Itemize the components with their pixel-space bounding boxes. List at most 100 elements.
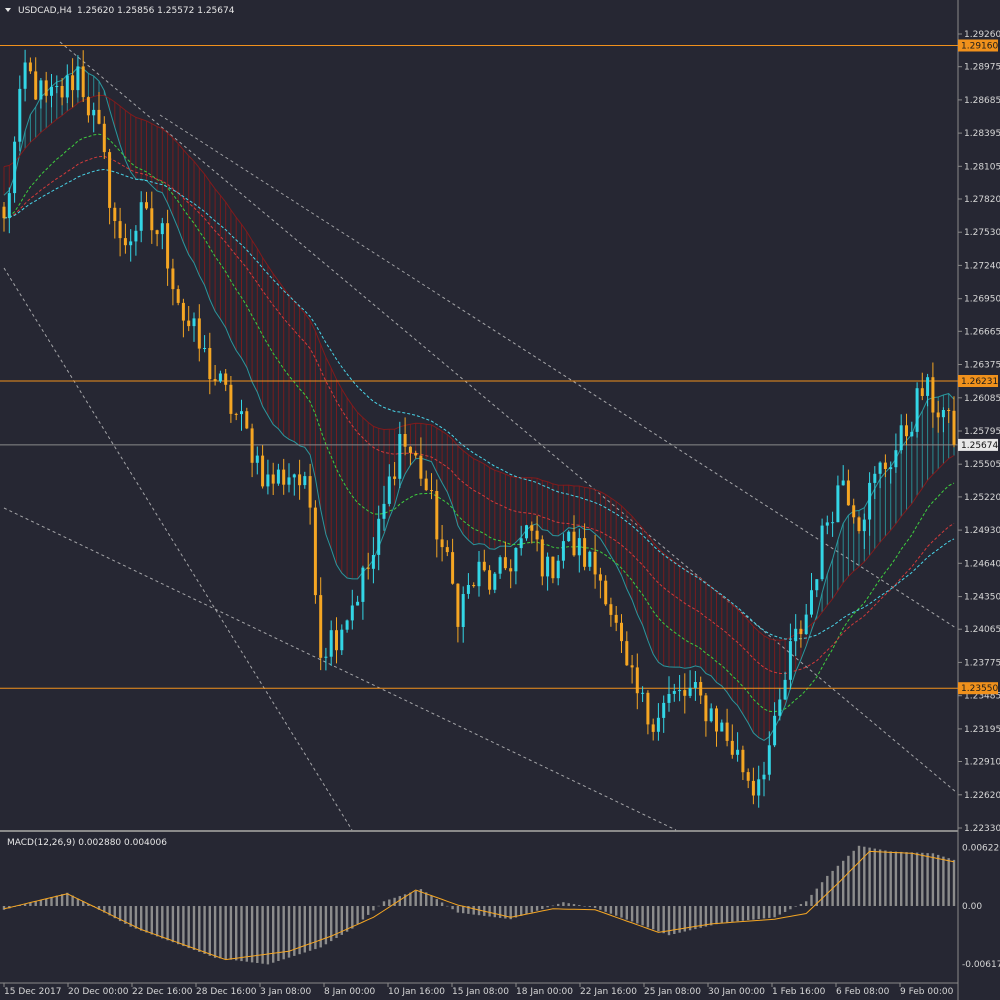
candle-body: [493, 573, 497, 590]
macd-bar: [820, 882, 824, 906]
candle-body: [44, 80, 48, 96]
price-tick-label: 1.28395: [964, 129, 1000, 139]
candle-body: [276, 469, 280, 484]
macd-bar: [541, 906, 544, 909]
time-axis[interactable]: 15 Dec 2017 20 Dec 00:00 22 Dec 16:00 28 De…: [3, 983, 954, 997]
macd-bar: [762, 906, 766, 919]
macd-bar: [562, 902, 565, 906]
candle-body: [129, 241, 133, 246]
candle-body: [160, 223, 164, 235]
candle-body: [298, 474, 302, 486]
macd-bar: [857, 845, 861, 906]
price-tick-label: 1.22620: [964, 791, 1000, 801]
candle-body: [187, 320, 191, 327]
time-tick-label: 22 Jan 16:00: [580, 987, 637, 997]
candle-body: [261, 455, 265, 487]
macd-bar: [171, 906, 175, 943]
candle-body: [13, 141, 17, 194]
macd-bar: [129, 906, 132, 927]
price-axis[interactable]: 1.29260 1.28975 1.28685 1.28395 1.28105 1.278…: [958, 30, 1000, 970]
macd-bar: [715, 906, 718, 925]
candle-body: [868, 482, 872, 520]
candle-body: [583, 538, 587, 567]
candle-body: [625, 641, 629, 666]
macd-bar: [894, 851, 898, 906]
candle-body: [250, 428, 254, 463]
macd-bar: [646, 906, 650, 928]
channel-line[interactable]: [159, 114, 957, 629]
candle-body: [218, 373, 222, 382]
candle-body: [509, 568, 513, 572]
macd-bar: [55, 895, 58, 906]
candle-body: [145, 202, 148, 209]
macd-bar: [557, 903, 560, 906]
candle-body: [213, 379, 217, 382]
candle-body: [794, 628, 798, 642]
macd-bar: [952, 859, 956, 906]
price-tick-label: 1.29260: [964, 30, 1000, 40]
candle-body: [393, 476, 397, 479]
candle-body: [651, 724, 655, 732]
macd-bar: [947, 858, 950, 906]
macd-bar: [884, 850, 887, 906]
macd-bar: [467, 906, 470, 914]
price-tag[interactable]: [958, 682, 998, 695]
candle-body: [656, 717, 660, 732]
candle-body: [941, 410, 945, 418]
macd-bar: [731, 906, 734, 922]
candle-body: [635, 667, 639, 694]
macd-bar: [192, 906, 196, 950]
time-tick-label: 6 Feb 08:00: [836, 987, 890, 997]
price-tag[interactable]: [958, 438, 998, 451]
candle-body: [899, 425, 903, 451]
macd-bar: [187, 906, 190, 949]
macd-bar: [741, 906, 745, 921]
candle-body: [71, 75, 75, 91]
price-tick-label: 1.24640: [964, 559, 1000, 569]
horizontal-levels[interactable]: [0, 45, 958, 689]
macd-bar: [140, 906, 143, 931]
candle-body: [889, 467, 893, 470]
time-tick-label: 22 Dec 16:00: [132, 987, 193, 997]
channel-line[interactable]: [59, 41, 957, 793]
candle-body: [155, 230, 159, 235]
price-tag[interactable]: [958, 39, 998, 52]
candle-body: [377, 518, 381, 555]
macd-bar: [942, 856, 945, 906]
macd-bar: [208, 906, 211, 956]
candle-body: [150, 208, 154, 231]
candle-body: [704, 695, 708, 722]
channel-line[interactable]: [3, 267, 353, 831]
macd-bar: [699, 906, 702, 928]
triangle-down-icon[interactable]: [5, 8, 11, 12]
price-tag[interactable]: [958, 375, 998, 387]
macd-bar: [435, 899, 438, 906]
macd-bar: [50, 897, 53, 906]
candle-body: [55, 86, 59, 87]
candle-body: [757, 779, 761, 796]
macd-bar: [372, 906, 375, 911]
candle-body: [350, 605, 354, 621]
macd-bar: [282, 906, 285, 960]
macd-bar: [398, 896, 401, 906]
macd-bar: [937, 854, 940, 906]
channel-line[interactable]: [3, 507, 677, 831]
ma-mid-line: [3, 155, 955, 675]
candle-body: [577, 538, 581, 556]
candle-body: [166, 223, 170, 269]
trend-channel[interactable]: [3, 41, 957, 831]
candle-body: [920, 388, 924, 396]
macd-bar: [736, 906, 739, 922]
candle-body: [546, 556, 550, 577]
candle-body: [65, 75, 69, 98]
candle-body: [688, 687, 692, 696]
panel-separator[interactable]: [0, 830, 958, 832]
macd-bar: [213, 906, 217, 958]
macd-bar: [747, 906, 750, 921]
candle-body: [810, 590, 813, 615]
macd-bar: [145, 906, 148, 933]
candle-body: [139, 202, 143, 231]
macd-bar: [477, 906, 481, 916]
macd-bar: [76, 898, 80, 906]
